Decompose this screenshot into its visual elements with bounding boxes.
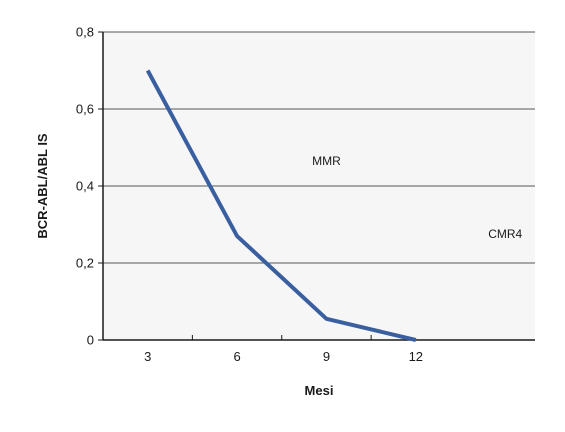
x-axis-title: Mesi [305, 383, 334, 398]
gridlines [103, 31, 535, 264]
y-axis-title: BCR-ABL/ABL IS [35, 133, 50, 239]
y-tick-label: 0,6 [76, 102, 94, 117]
x-tick-label: 12 [409, 349, 423, 364]
annotations: MMR CMR4 [312, 154, 522, 241]
x-tick-label: 3 [144, 349, 151, 364]
x-tick-label: 6 [233, 349, 240, 364]
series-line [145, 69, 417, 342]
x-tick-label: 9 [323, 349, 330, 364]
annotation-label: CMR4 [488, 227, 522, 241]
y-tick-label: 0,4 [76, 179, 94, 194]
x-axis-ticks: 3 6 9 12 [144, 335, 423, 364]
y-tick-label: 0,2 [76, 256, 94, 271]
annotation-label: MMR [312, 154, 341, 168]
y-tick-label: 0,8 [76, 25, 94, 40]
y-tick-label: 0 [87, 333, 94, 348]
series-group [145, 69, 417, 342]
y-axis-ticks: 0 0,2 0,4 0,6 0,8 [76, 25, 103, 348]
